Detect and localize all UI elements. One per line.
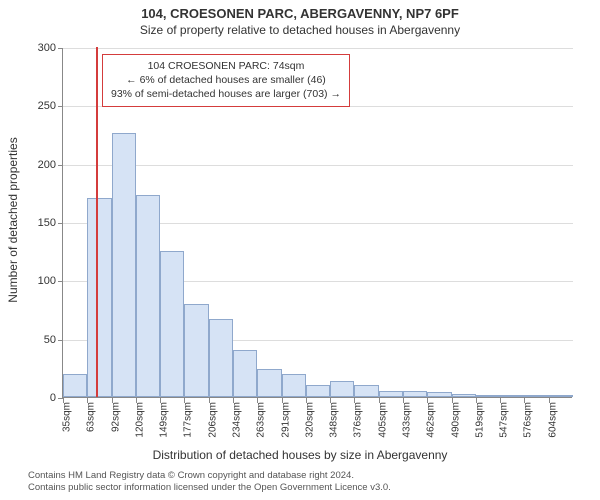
ytick-mark: [58, 48, 63, 49]
histogram-bar: [160, 251, 184, 397]
xtick-label: 92sqm: [110, 402, 121, 432]
xtick-label: 405sqm: [377, 402, 388, 438]
histogram-bar: [282, 374, 306, 397]
ytick-mark: [58, 281, 63, 282]
annotation-line-2: ← 6% of detached houses are smaller (46): [111, 73, 341, 87]
ytick-label: 150: [16, 217, 56, 229]
attribution-footer: Contains HM Land Registry data © Crown c…: [28, 470, 391, 494]
histogram-bar: [476, 395, 500, 397]
histogram-bar: [549, 395, 573, 397]
ytick-label: 50: [16, 334, 56, 346]
annotation-line-1: 104 CROESONEN PARC: 74sqm: [111, 59, 341, 73]
xtick-label: 206sqm: [207, 402, 218, 438]
xtick-label: 519sqm: [474, 402, 485, 438]
gridline: [63, 165, 573, 166]
xtick-label: 35sqm: [62, 402, 73, 432]
chart-title: 104, CROESONEN PARC, ABERGAVENNY, NP7 6P…: [0, 0, 600, 21]
ytick-mark: [58, 340, 63, 341]
xtick-label: 604sqm: [547, 402, 558, 438]
histogram-bar: [354, 385, 378, 397]
histogram-bar: [136, 195, 160, 397]
chart-subtitle: Size of property relative to detached ho…: [0, 21, 600, 41]
ytick-mark: [58, 106, 63, 107]
xtick-label: 547sqm: [499, 402, 510, 438]
x-axis-label: Distribution of detached houses by size …: [0, 448, 600, 462]
property-marker-line: [96, 47, 98, 397]
xtick-label: 376sqm: [353, 402, 364, 438]
histogram-bar: [257, 369, 281, 397]
histogram-bar: [524, 395, 548, 397]
xtick-label: 576sqm: [523, 402, 534, 438]
histogram-bar: [500, 395, 524, 397]
histogram-bar: [233, 350, 257, 397]
ytick-label: 0: [16, 392, 56, 404]
xtick-label: 490sqm: [450, 402, 461, 438]
xtick-label: 177sqm: [183, 402, 194, 438]
xtick-label: 149sqm: [159, 402, 170, 438]
histogram-bar: [330, 381, 354, 397]
xtick-label: 320sqm: [304, 402, 315, 438]
footer-line-2: Contains public sector information licen…: [28, 482, 391, 494]
histogram-bar: [63, 374, 87, 397]
gridline: [63, 48, 573, 49]
ytick-label: 200: [16, 159, 56, 171]
ytick-mark: [58, 223, 63, 224]
ytick-label: 100: [16, 275, 56, 287]
xtick-label: 348sqm: [329, 402, 340, 438]
histogram-bar: [427, 392, 451, 397]
histogram-bar: [452, 394, 476, 398]
ytick-label: 250: [16, 100, 56, 112]
ytick-label: 300: [16, 42, 56, 54]
histogram-bar: [209, 319, 233, 397]
ytick-mark: [58, 165, 63, 166]
histogram-bar: [112, 133, 136, 397]
annotation-box: 104 CROESONEN PARC: 74sqm ← 6% of detach…: [102, 54, 350, 107]
xtick-label: 433sqm: [402, 402, 413, 438]
xtick-label: 63sqm: [86, 402, 97, 432]
annotation-line-3: 93% of semi-detached houses are larger (…: [111, 87, 341, 101]
chart-area: 05010015020025030035sqm63sqm92sqm120sqm1…: [62, 48, 572, 398]
xtick-label: 120sqm: [134, 402, 145, 438]
footer-line-1: Contains HM Land Registry data © Crown c…: [28, 470, 391, 482]
histogram-bar: [184, 304, 208, 397]
histogram-bar: [403, 391, 427, 397]
histogram-bar: [379, 391, 403, 397]
histogram-bar: [87, 198, 111, 398]
xtick-label: 462sqm: [426, 402, 437, 438]
chart-container: 104, CROESONEN PARC, ABERGAVENNY, NP7 6P…: [0, 0, 600, 500]
xtick-label: 234sqm: [232, 402, 243, 438]
histogram-bar: [306, 385, 330, 397]
xtick-label: 291sqm: [280, 402, 291, 438]
xtick-label: 263sqm: [256, 402, 267, 438]
